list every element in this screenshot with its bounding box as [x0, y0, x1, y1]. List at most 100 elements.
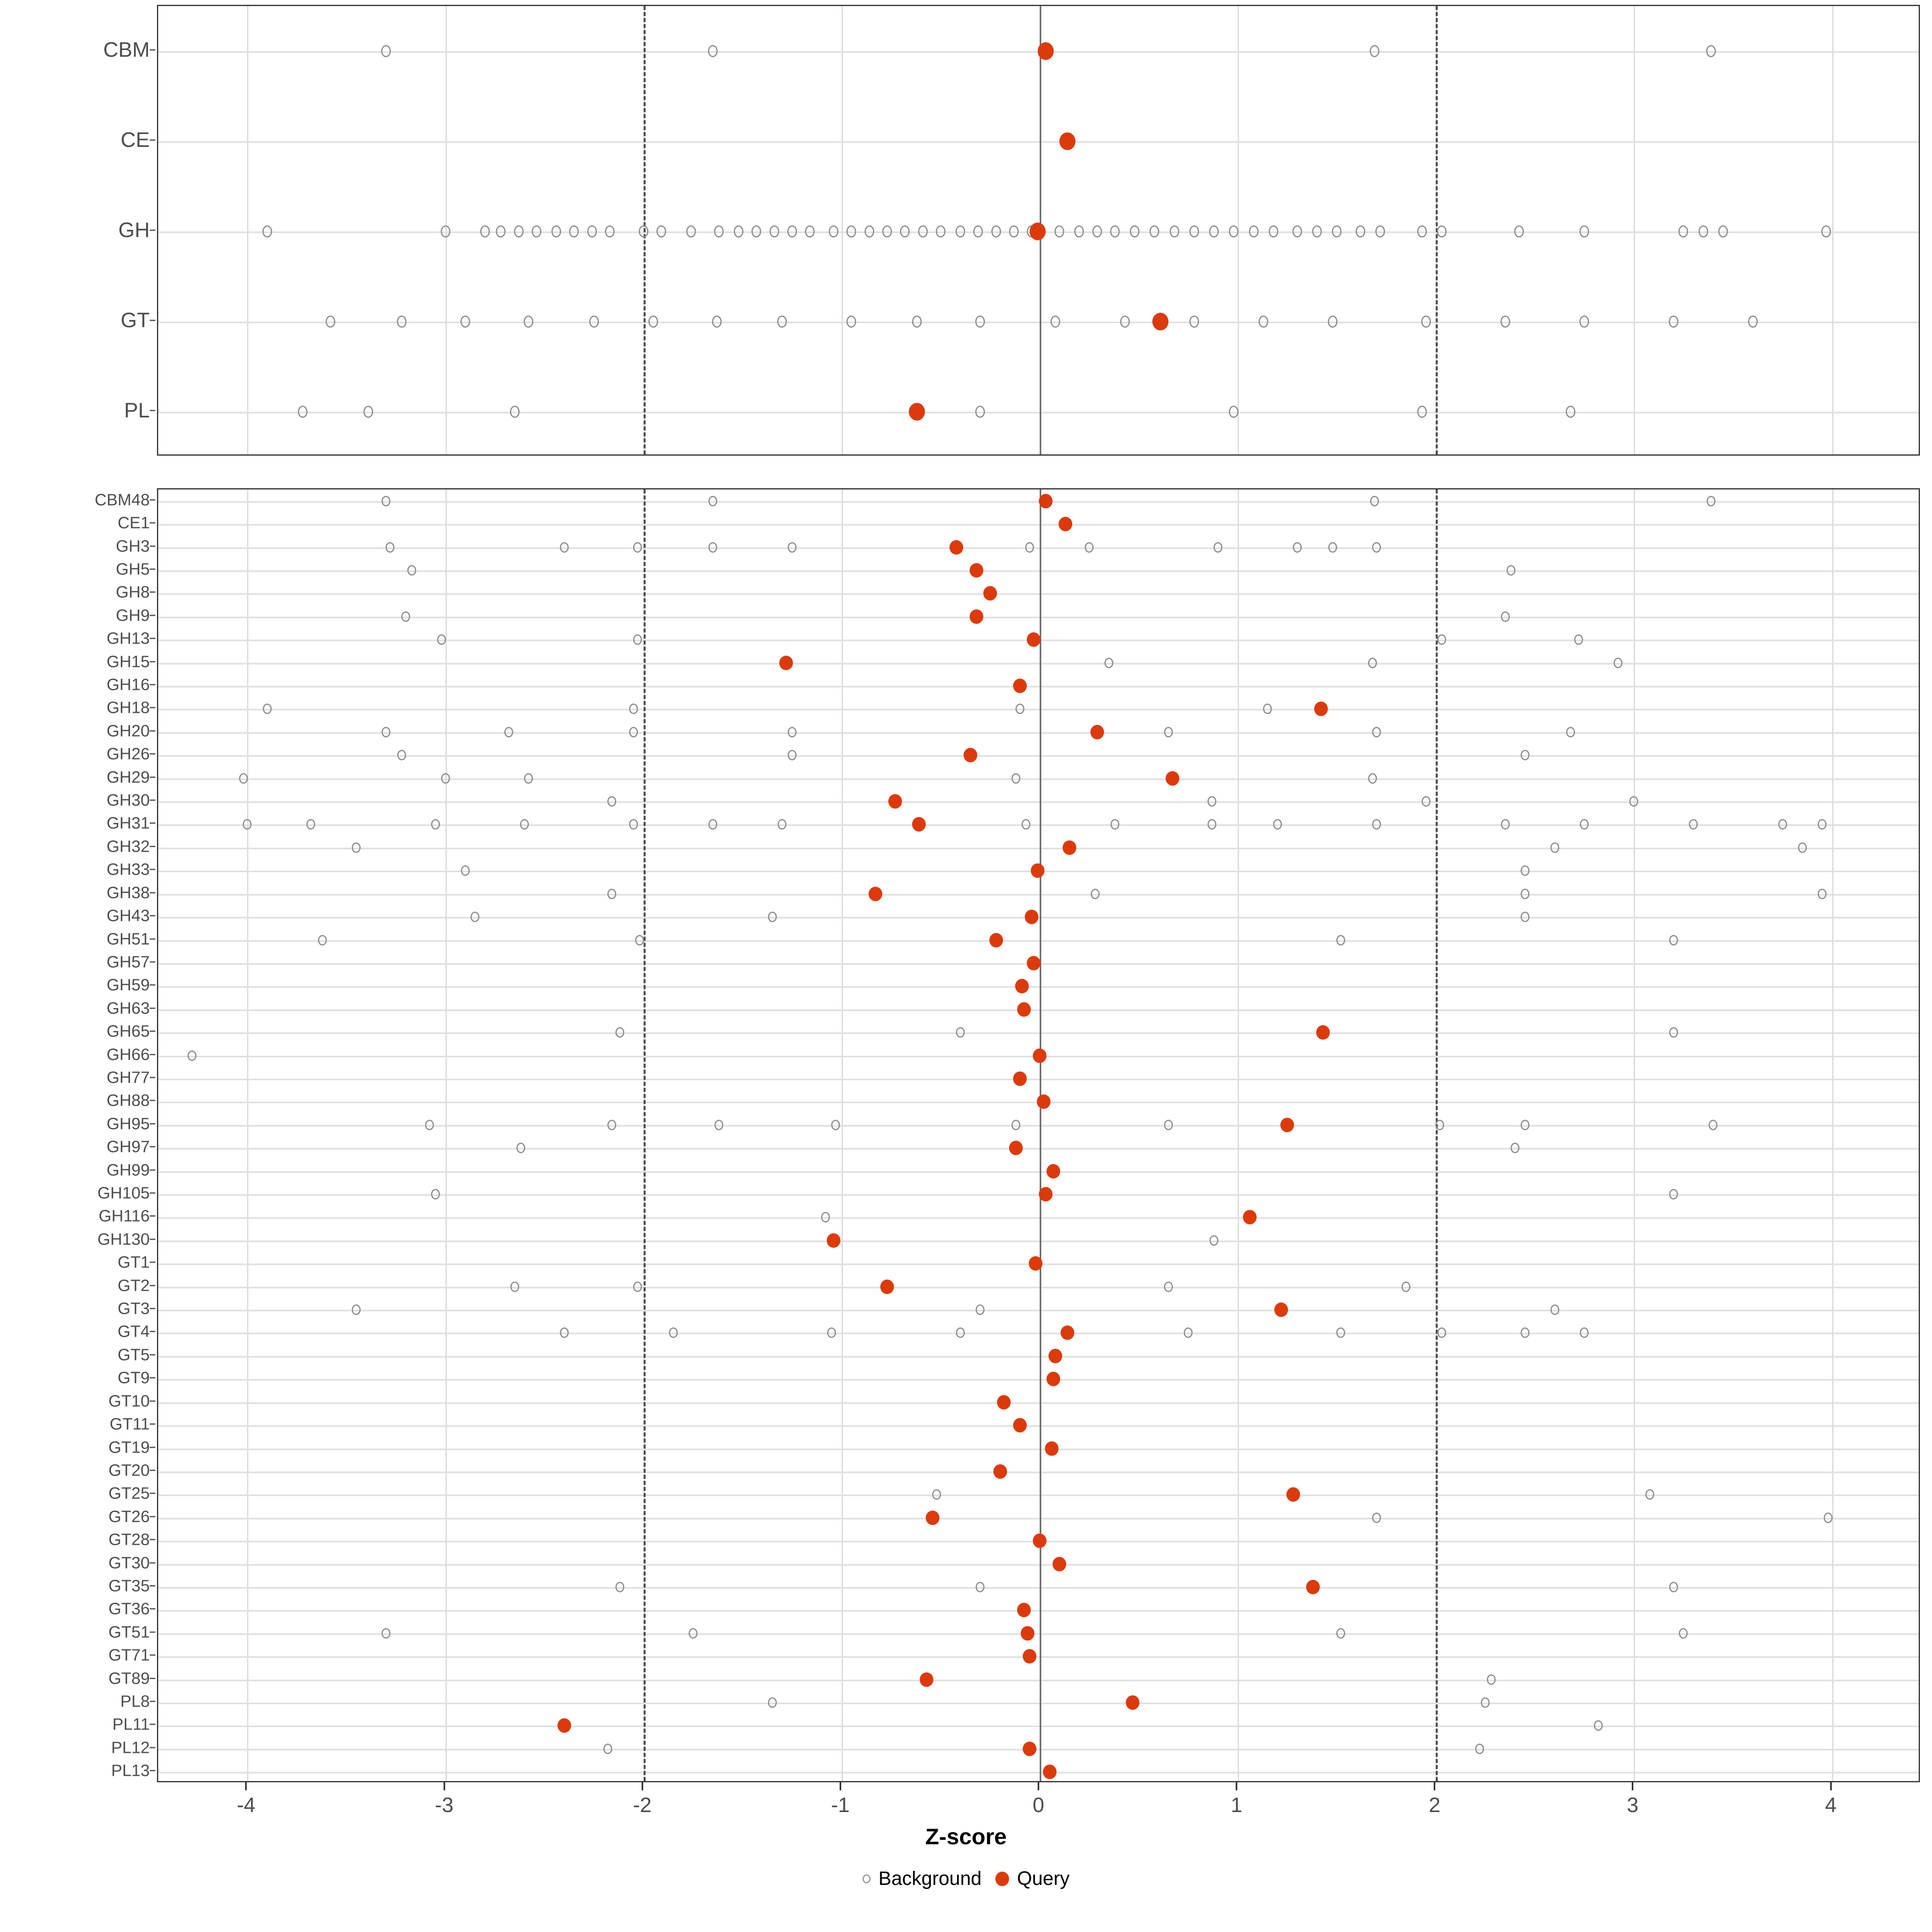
background-point [1550, 1305, 1559, 1315]
query-point [1126, 1695, 1140, 1710]
background-point [656, 225, 667, 237]
query-point [1023, 1649, 1037, 1664]
background-point [397, 750, 407, 761]
background-point [1520, 1119, 1530, 1130]
y-axis-label-gh57: GH57 [106, 952, 150, 971]
grid-line-y [158, 1356, 1919, 1358]
background-point [635, 935, 644, 945]
y-axis-label-pl8: PL8 [120, 1692, 150, 1711]
background-point [1263, 704, 1272, 714]
background-point [714, 225, 724, 237]
query-point [1013, 1418, 1027, 1433]
background-point [769, 225, 779, 237]
y-axis-label-gt5: GT5 [118, 1345, 150, 1364]
background-point [352, 842, 361, 853]
y-axis-tick [150, 522, 155, 524]
query-point [1053, 1556, 1067, 1571]
background-point [1169, 225, 1179, 237]
background-point [1614, 657, 1623, 668]
legend-item-background[interactable]: Background [862, 1868, 982, 1890]
background-point [504, 727, 514, 737]
y-axis-label-gh30: GH30 [106, 791, 150, 809]
grid-line-y [158, 1078, 1919, 1080]
grid-line-y [158, 1656, 1919, 1658]
background-point [1475, 1743, 1484, 1754]
background-point [1481, 1697, 1490, 1708]
background-point [629, 727, 638, 737]
background-point [1055, 225, 1065, 237]
y-axis-tick [150, 1192, 155, 1194]
background-point [1520, 865, 1530, 876]
y-axis-tick [150, 1146, 155, 1148]
grid-line-y [158, 570, 1919, 572]
background-point [1669, 935, 1678, 945]
x-axis-tick-label: 2 [1428, 1794, 1441, 1817]
query-point [963, 748, 977, 763]
y-axis-tick [150, 1400, 155, 1402]
y-axis-label-gt36: GT36 [108, 1599, 150, 1618]
query-point [1090, 724, 1104, 739]
filled-circle-icon [995, 1871, 1009, 1886]
y-axis-label-gh18: GH18 [106, 698, 150, 717]
grid-line-x [1832, 6, 1833, 454]
grid-line-y [158, 1726, 1919, 1728]
background-point [589, 316, 599, 328]
background-point [708, 819, 717, 830]
background-point [1629, 796, 1639, 807]
background-point [688, 1628, 698, 1639]
query-point [1274, 1302, 1288, 1317]
background-point [496, 225, 506, 237]
background-point [846, 316, 857, 328]
class-level-panel [157, 5, 1920, 456]
y-axis-tick [150, 684, 155, 685]
grid-line-y [158, 685, 1919, 687]
background-point [629, 819, 638, 830]
background-point [605, 225, 615, 237]
background-point [708, 45, 718, 57]
background-point [805, 225, 815, 237]
grid-line-y [158, 1679, 1919, 1681]
background-point [510, 406, 520, 418]
background-point [1435, 1119, 1445, 1130]
grid-line-y [158, 616, 1919, 618]
y-axis-label-gt71: GT71 [108, 1645, 150, 1664]
y-axis-tick [150, 229, 155, 231]
y-axis-label-gt1: GT1 [118, 1253, 150, 1271]
background-point [712, 316, 722, 328]
y-axis-tick [150, 1747, 155, 1748]
family-level-panel [157, 488, 1920, 1782]
background-point [1645, 1489, 1654, 1500]
query-point [888, 794, 902, 809]
background-point [551, 225, 561, 237]
background-point [397, 316, 407, 328]
query-point [997, 1395, 1011, 1410]
background-point [787, 225, 797, 237]
y-axis-tick [150, 1631, 155, 1633]
y-axis-label-gt51: GT51 [108, 1622, 150, 1641]
background-point [1184, 1327, 1193, 1338]
background-point [669, 1327, 678, 1338]
background-point [531, 225, 541, 237]
background-point [471, 912, 480, 923]
y-axis-label-gt28: GT28 [108, 1530, 150, 1549]
query-point [1049, 1348, 1063, 1363]
grid-line-y [158, 1032, 1919, 1034]
grid-line-y [158, 1772, 1919, 1774]
y-axis-tick [150, 1054, 155, 1055]
background-point [1417, 406, 1427, 418]
background-point [239, 773, 248, 784]
y-axis-tick [150, 984, 155, 986]
background-point [187, 1050, 196, 1061]
background-point [787, 750, 797, 761]
y-axis-label-gh26: GH26 [106, 744, 150, 763]
grid-line-y [158, 141, 1919, 143]
x-axis-tick-label: -3 [435, 1794, 454, 1817]
background-point [1368, 773, 1377, 784]
grid-line-y [158, 847, 1919, 849]
background-point [587, 225, 597, 237]
legend-item-query[interactable]: Query [995, 1868, 1069, 1890]
background-point [1292, 542, 1302, 553]
background-point [520, 819, 529, 830]
background-point [1092, 225, 1102, 237]
